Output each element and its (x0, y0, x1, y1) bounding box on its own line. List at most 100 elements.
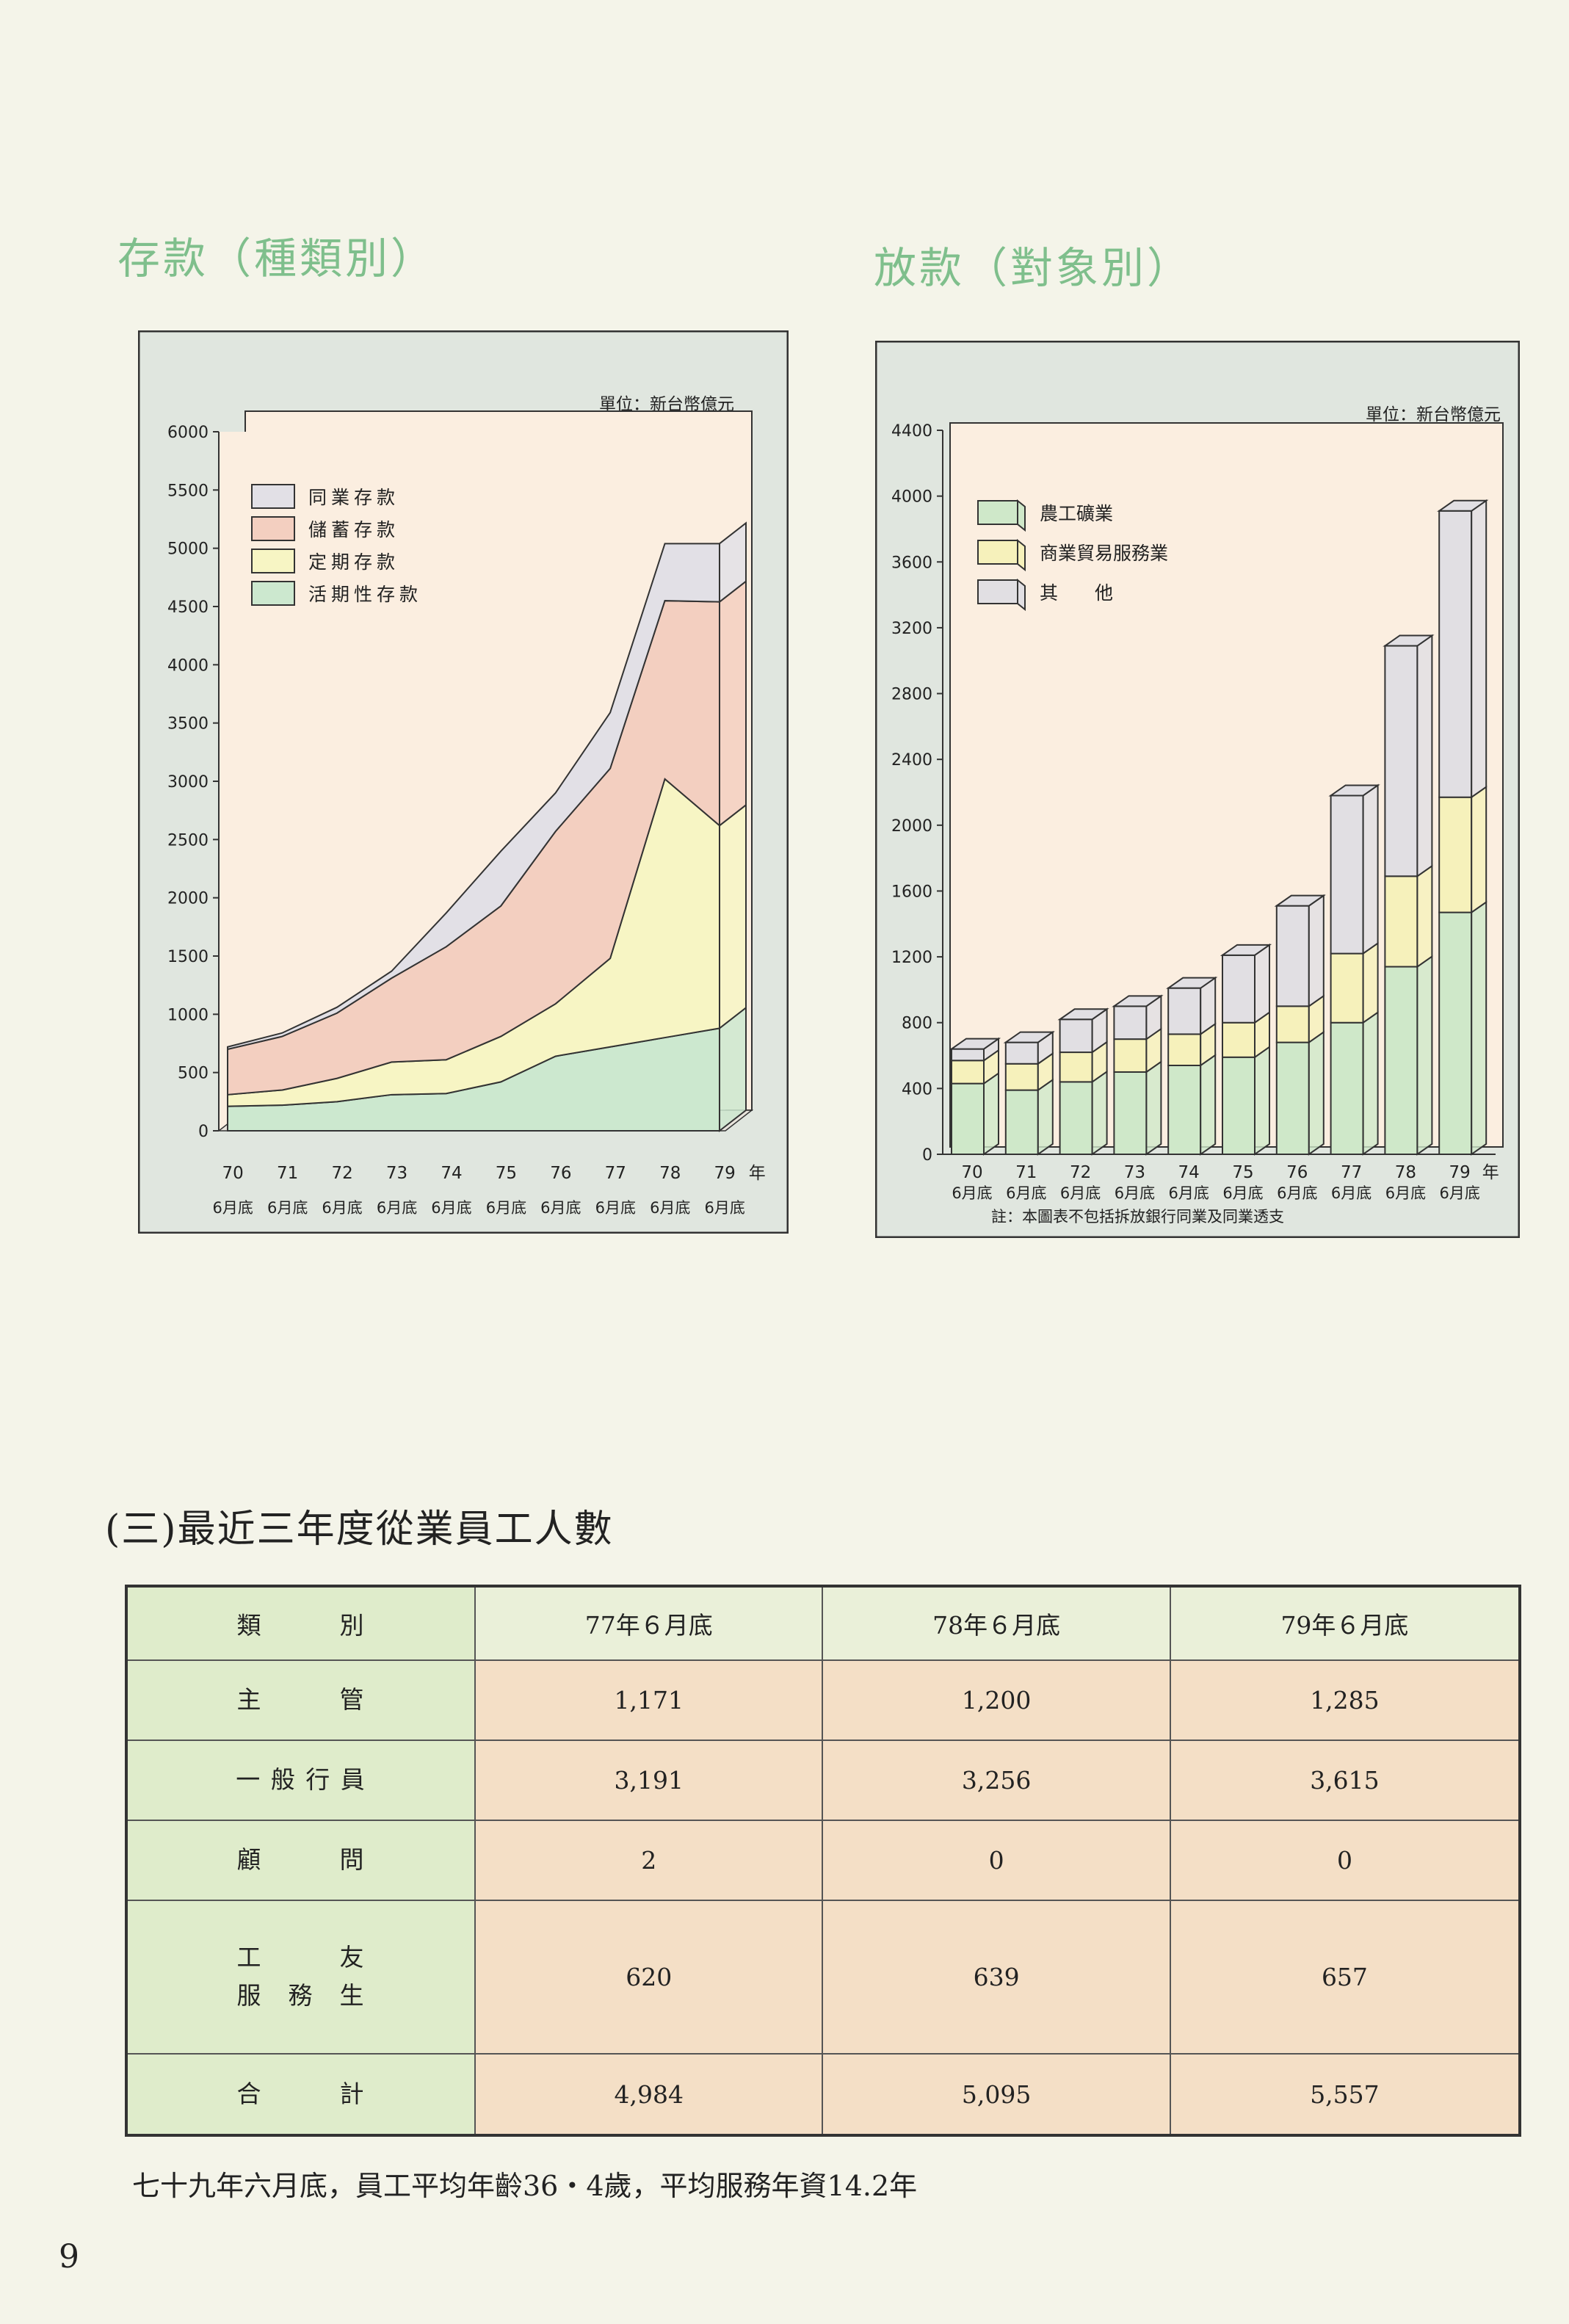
x-tick-label: 70 (222, 1164, 244, 1183)
bar-side (1308, 894, 1325, 1008)
x-tick-sublabel: 6月底 (1060, 1184, 1101, 1202)
bar-segment (1167, 987, 1202, 1035)
bar-top (1274, 894, 1326, 907)
bar-segment (1059, 1081, 1093, 1156)
y-tick-label: 3600 (891, 554, 932, 572)
x-tick-label: 77 (1341, 1163, 1362, 1182)
bar-top (1112, 995, 1164, 1007)
y-tick-label: 1200 (891, 949, 932, 967)
bar-side (1416, 634, 1433, 878)
x-year-suffix: 年 (1482, 1163, 1499, 1182)
bar-segment (1004, 1089, 1039, 1156)
bar-segment (1059, 1018, 1093, 1054)
table-row-category: 工 友 服 務 生 (126, 1899, 476, 2055)
category-label: 主 管 (236, 1685, 366, 1715)
table-cell: 1,285 (1169, 1659, 1521, 1742)
y-tick-label: 5500 (167, 482, 209, 500)
bar-side (1416, 864, 1433, 969)
x-tick-label: 74 (1178, 1163, 1200, 1182)
bar-top (1003, 1031, 1055, 1043)
bar-segment (1330, 794, 1364, 955)
y-tick-label: 400 (902, 1080, 932, 1098)
bar-side (1091, 1070, 1108, 1156)
legend-swatch (251, 516, 295, 541)
table-header-col: 79年６月底 (1169, 1585, 1521, 1662)
table-row-category: 主 管 (126, 1659, 476, 1742)
bar-segment (1222, 954, 1255, 1024)
table-cell: 5,557 (1169, 2053, 1521, 2136)
bar-top (1220, 944, 1272, 956)
y-tick-label: 1600 (891, 883, 932, 901)
table-row: 一 般 行 員 3,191 3,256 3,615 (126, 1740, 1521, 1821)
bar-segment (1113, 1038, 1148, 1073)
x-tick-label: 78 (1395, 1163, 1416, 1182)
x-tick-label: 78 (659, 1164, 681, 1183)
y-tick-label: 4000 (167, 656, 209, 675)
bar-segment (1222, 1056, 1255, 1156)
bar-top (1437, 499, 1489, 512)
bar-side (1471, 785, 1488, 914)
staff-section-heading: (三)最近三年度從業員工人數 (105, 1507, 614, 1552)
legend-swatch (251, 581, 295, 606)
y-tick-label: 4500 (167, 598, 209, 617)
legend-swatch (251, 484, 295, 509)
x-tick-sublabel: 6月底 (431, 1199, 471, 1217)
x-tick-label: 73 (1124, 1163, 1145, 1182)
table-header-row: 類 別 77年６月底 78年６月底 79年６月底 (126, 1585, 1521, 1662)
y-tick-label: 0 (922, 1146, 932, 1165)
legend-swatch (977, 500, 1018, 525)
category-label: 一 般 行 員 (236, 1765, 366, 1795)
y-tick-label: 4400 (891, 422, 932, 441)
x-tick-sublabel: 6月底 (486, 1199, 526, 1217)
legend-label: 活期性存款 (308, 584, 422, 605)
table-row: 主 管 1,171 1,200 1,285 (126, 1659, 1521, 1742)
deposit-chart-title: 存款（種類別） (117, 234, 437, 283)
x-tick-sublabel: 6月底 (650, 1199, 690, 1217)
table-cell: 3,256 (822, 1740, 1171, 1821)
x-tick-label: 75 (496, 1164, 517, 1183)
y-tick-label: 800 (902, 1015, 932, 1033)
category-label: 合 計 (236, 2079, 366, 2108)
table-cell: 3,191 (474, 1740, 824, 1821)
bar-side (1416, 955, 1433, 1156)
area-side (719, 579, 747, 828)
x-tick-label: 76 (1286, 1163, 1308, 1182)
y-tick-label: 2000 (891, 817, 932, 836)
table-header-category: 類 別 (126, 1585, 476, 1662)
area-side (719, 803, 747, 1030)
chart-note: 註：本圖表不包括拆放銀行同業及同業透支 (991, 1208, 1284, 1226)
bar-segment (951, 1048, 985, 1062)
bar-segment (1167, 1033, 1202, 1066)
bar-segment (1004, 1041, 1039, 1065)
bar-segment (1275, 1041, 1310, 1155)
legend-label: 商業貿易服務業 (1040, 543, 1168, 564)
table-cell: 5,095 (822, 2053, 1171, 2136)
table-cell: 2 (474, 1819, 824, 1901)
bar-side (1362, 941, 1379, 1024)
legend-label: 農工礦業 (1040, 503, 1113, 524)
loan-chart-title: 放款（對象別） (874, 243, 1193, 293)
x-tick-label: 71 (1015, 1163, 1037, 1182)
legend-label: 定期存款 (308, 551, 399, 573)
bar-side (1254, 1045, 1270, 1156)
x-tick-sublabel: 6月底 (1169, 1184, 1209, 1202)
x-tick-sublabel: 6月底 (595, 1199, 636, 1217)
y-tick-label: 1500 (167, 948, 209, 966)
category-label: 顧 問 (236, 1845, 366, 1874)
y-tick-label: 1000 (167, 1006, 209, 1024)
area-side (719, 1006, 747, 1133)
x-tick-sublabel: 6月底 (1115, 1184, 1155, 1202)
y-tick-label: 0 (198, 1123, 209, 1141)
bar-segment (951, 1082, 985, 1156)
bar-side (1308, 1030, 1325, 1156)
x-tick-sublabel: 6月底 (1222, 1184, 1263, 1202)
x-tick-label: 74 (441, 1164, 462, 1183)
table-cell: 1,171 (474, 1659, 824, 1742)
table-cell: 4,984 (474, 2053, 824, 2136)
legend-swatch (251, 549, 295, 573)
bar-segment (1384, 875, 1418, 968)
y-tick-label: 500 (178, 1065, 209, 1083)
x-tick-sublabel: 6月底 (1385, 1184, 1426, 1202)
bar-segment (1275, 905, 1310, 1007)
x-tick-sublabel: 6月底 (377, 1199, 417, 1217)
